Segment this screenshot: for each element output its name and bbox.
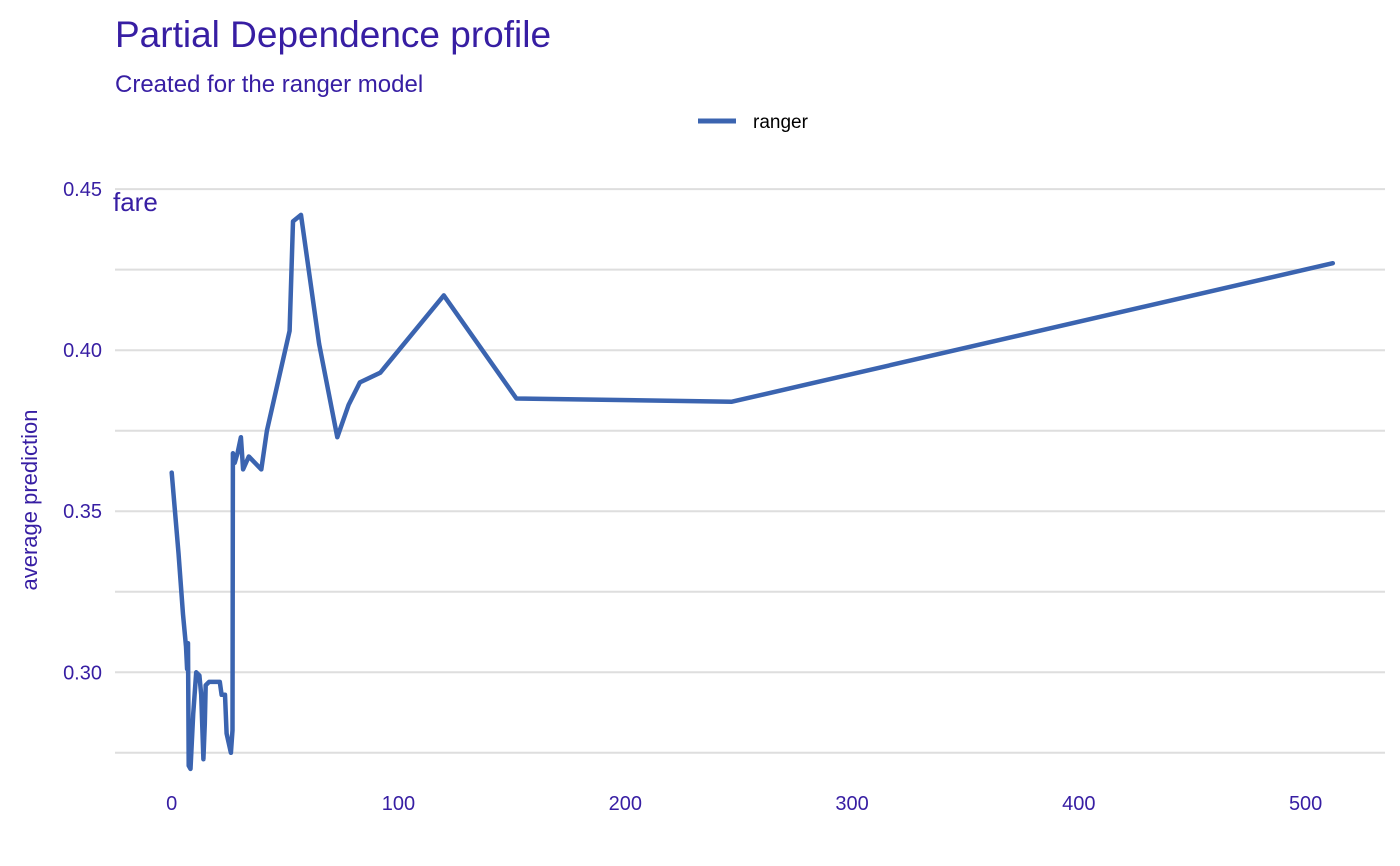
x-tick-label: 300 bbox=[835, 793, 868, 815]
x-axis-ticks: 0 100 200 300 400 500 bbox=[166, 793, 1322, 815]
y-axis-ticks: 0.30 0.35 0.40 0.45 bbox=[63, 179, 102, 684]
x-tick-label: 200 bbox=[609, 793, 642, 815]
y-axis-title: average prediction bbox=[17, 409, 42, 590]
y-tick-label: 0.30 bbox=[63, 662, 102, 684]
x-tick-label: 400 bbox=[1062, 793, 1095, 815]
y-tick-label: 0.45 bbox=[63, 179, 102, 201]
panel-label: fare bbox=[113, 187, 158, 217]
chart-title: Partial Dependence profile bbox=[115, 14, 552, 55]
chart-subtitle: Created for the ranger model bbox=[115, 71, 424, 98]
series-lines bbox=[169, 212, 1336, 772]
gridlines bbox=[115, 188, 1385, 754]
x-tick-label: 0 bbox=[166, 793, 177, 815]
y-tick-label: 0.40 bbox=[63, 340, 102, 362]
y-tick-label: 0.35 bbox=[63, 501, 102, 523]
x-tick-label: 500 bbox=[1289, 793, 1322, 815]
x-tick-label: 100 bbox=[382, 793, 415, 815]
legend-label-ranger: ranger bbox=[753, 112, 809, 133]
legend: ranger bbox=[698, 112, 809, 133]
series-line-ranger bbox=[169, 212, 1336, 772]
